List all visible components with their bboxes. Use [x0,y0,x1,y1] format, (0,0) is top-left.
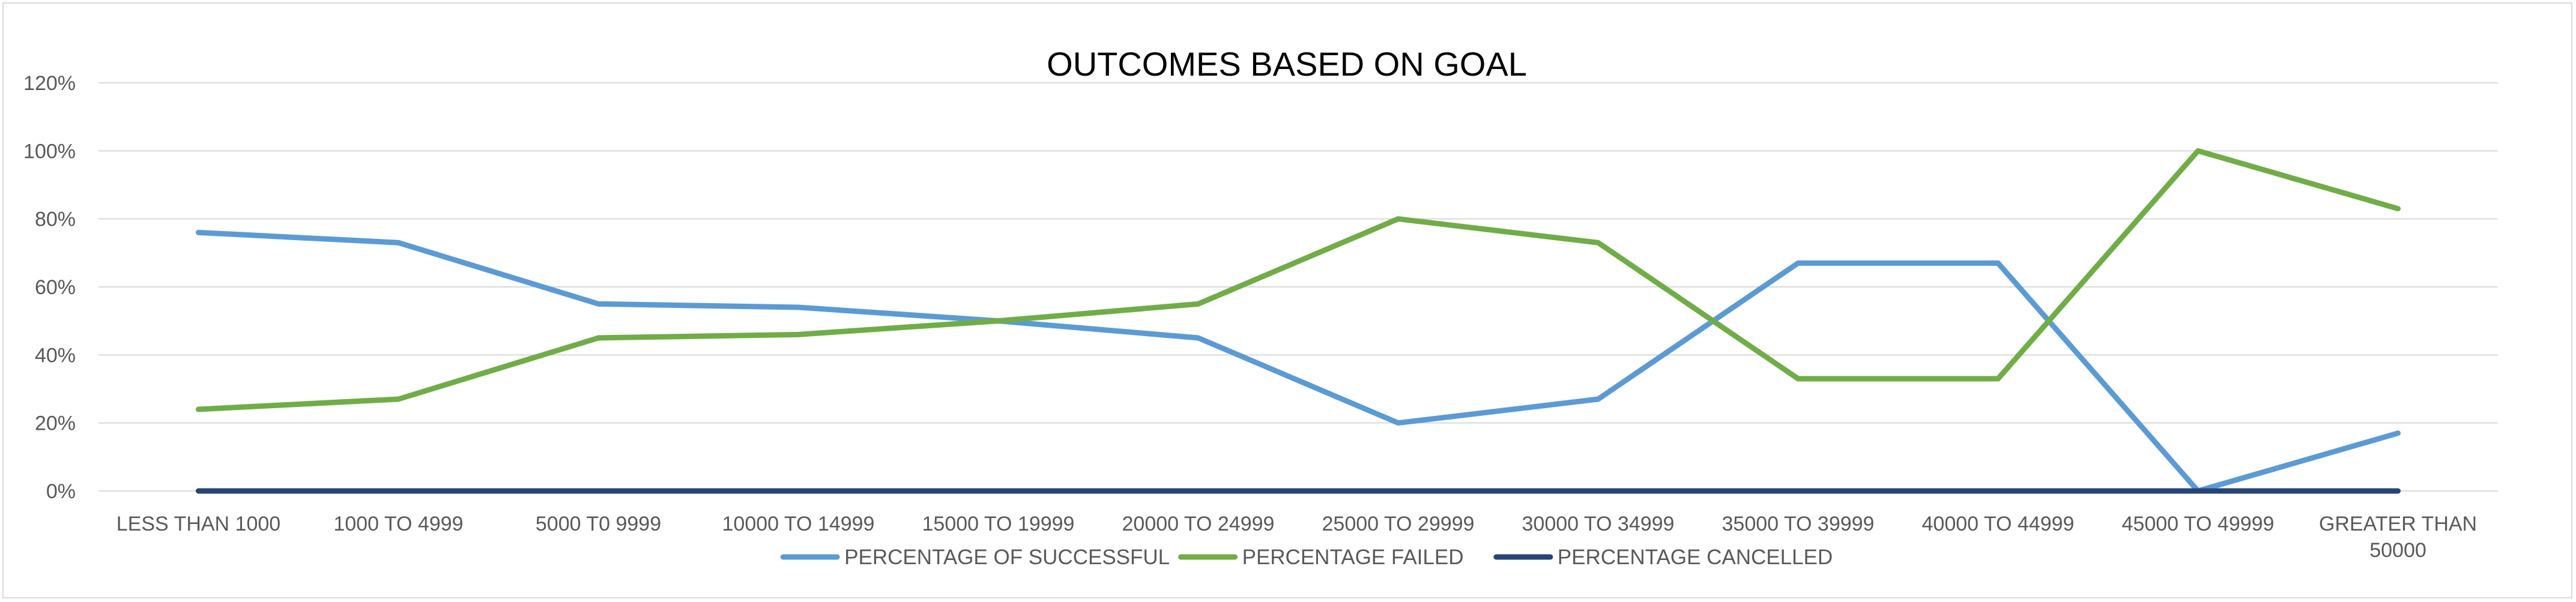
y-tick-label: 100% [23,140,76,163]
series-line-2 [196,148,2401,412]
legend-label-1: PERCENTAGE OF SUCCESSFUL [844,546,1170,569]
y-tick-label: 60% [35,276,76,299]
y-tick-label: 0% [46,480,76,503]
x-tick-label: 15000 TO 19999 [922,513,1075,535]
y-tick-label: 120% [23,72,76,95]
x-tick-label: 30000 TO 34999 [1522,513,1675,535]
x-axis-ticks: LESS THAN 1000 1000 TO 4999 5000 T0 9999 10… [116,513,2477,562]
series-line-1 [196,229,2401,494]
x-tick-label: 5000 T0 9999 [536,513,661,535]
x-tick-label: 25000 TO 29999 [1322,513,1475,535]
x-tick-label: GREATER THAN 50000 [2319,513,2477,562]
x-tick-label: 45000 TO 49999 [2122,513,2275,535]
y-tick-label: 80% [35,208,76,231]
x-tick-label: 40000 TO 44999 [1922,513,2075,535]
grid-lines [98,82,2498,492]
y-tick-label: 20% [35,412,76,435]
x-tick-label: 35000 TO 39999 [1722,513,1875,535]
x-tick-label: LESS THAN 1000 [116,513,280,535]
y-tick-label: 40% [35,344,76,367]
x-tick-label: 10000 TO 14999 [722,513,875,535]
series-lines [196,148,2401,494]
chart-title: OUTCOMES BASED ON GOAL [1047,45,1527,83]
legend: PERCENTAGE OF SUCCESSFUL PERCENTAGE FAILE… [780,546,1833,569]
legend-label-2: PERCENTAGE FAILED [1242,546,1464,569]
x-tick-label: 1000 TO 4999 [333,513,463,535]
y-axis-ticks: 0% 20% 40% 60% 80% 100% 120% [23,72,76,503]
legend-label-3: PERCENTAGE CANCELLED [1558,546,1833,569]
x-tick-label: 20000 TO 24999 [1122,513,1275,535]
